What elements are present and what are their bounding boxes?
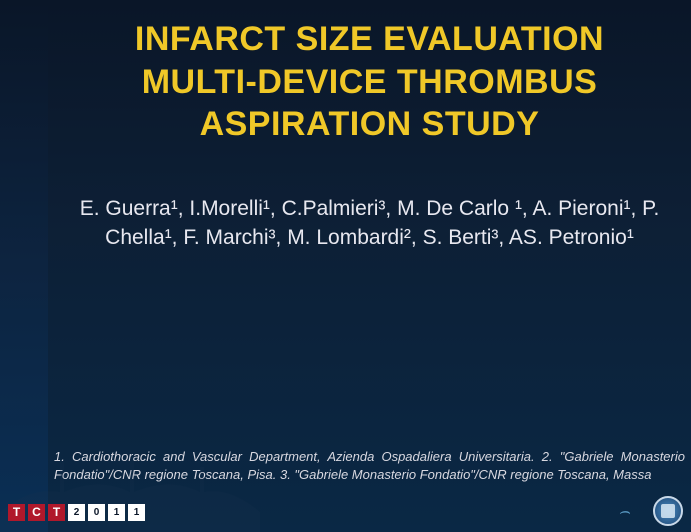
footer-right-logos: ⌢ xyxy=(603,496,683,526)
slide-footer: T C T 2 0 1 1 ⌢ xyxy=(0,492,691,532)
tct-letter-c: C xyxy=(28,504,45,521)
crf-logo-icon: ⌢ xyxy=(603,499,645,523)
tct-badge: T C T 2 0 1 1 xyxy=(8,504,145,521)
slide-title: INFARCT SIZE EVALUATION MULTI-DEVICE THR… xyxy=(48,18,691,146)
title-line-2: MULTI-DEVICE THROMBUS xyxy=(142,63,598,101)
tct-year-2: 2 xyxy=(68,504,85,521)
round-logo-icon xyxy=(653,496,683,526)
tct-year-1b: 1 xyxy=(128,504,145,521)
tct-letter-t2: T xyxy=(48,504,65,521)
authors-list: E. Guerra¹, I.Morelli¹, C.Palmieri³, M. … xyxy=(48,194,691,253)
tct-year-1a: 1 xyxy=(108,504,125,521)
title-line-1: INFARCT SIZE EVALUATION xyxy=(135,20,604,58)
tct-year-0: 0 xyxy=(88,504,105,521)
crf-swoosh-icon: ⌢ xyxy=(618,504,630,518)
title-line-3: ASPIRATION STUDY xyxy=(200,105,540,143)
round-logo-inner-icon xyxy=(661,504,675,518)
tct-letter-t1: T xyxy=(8,504,25,521)
